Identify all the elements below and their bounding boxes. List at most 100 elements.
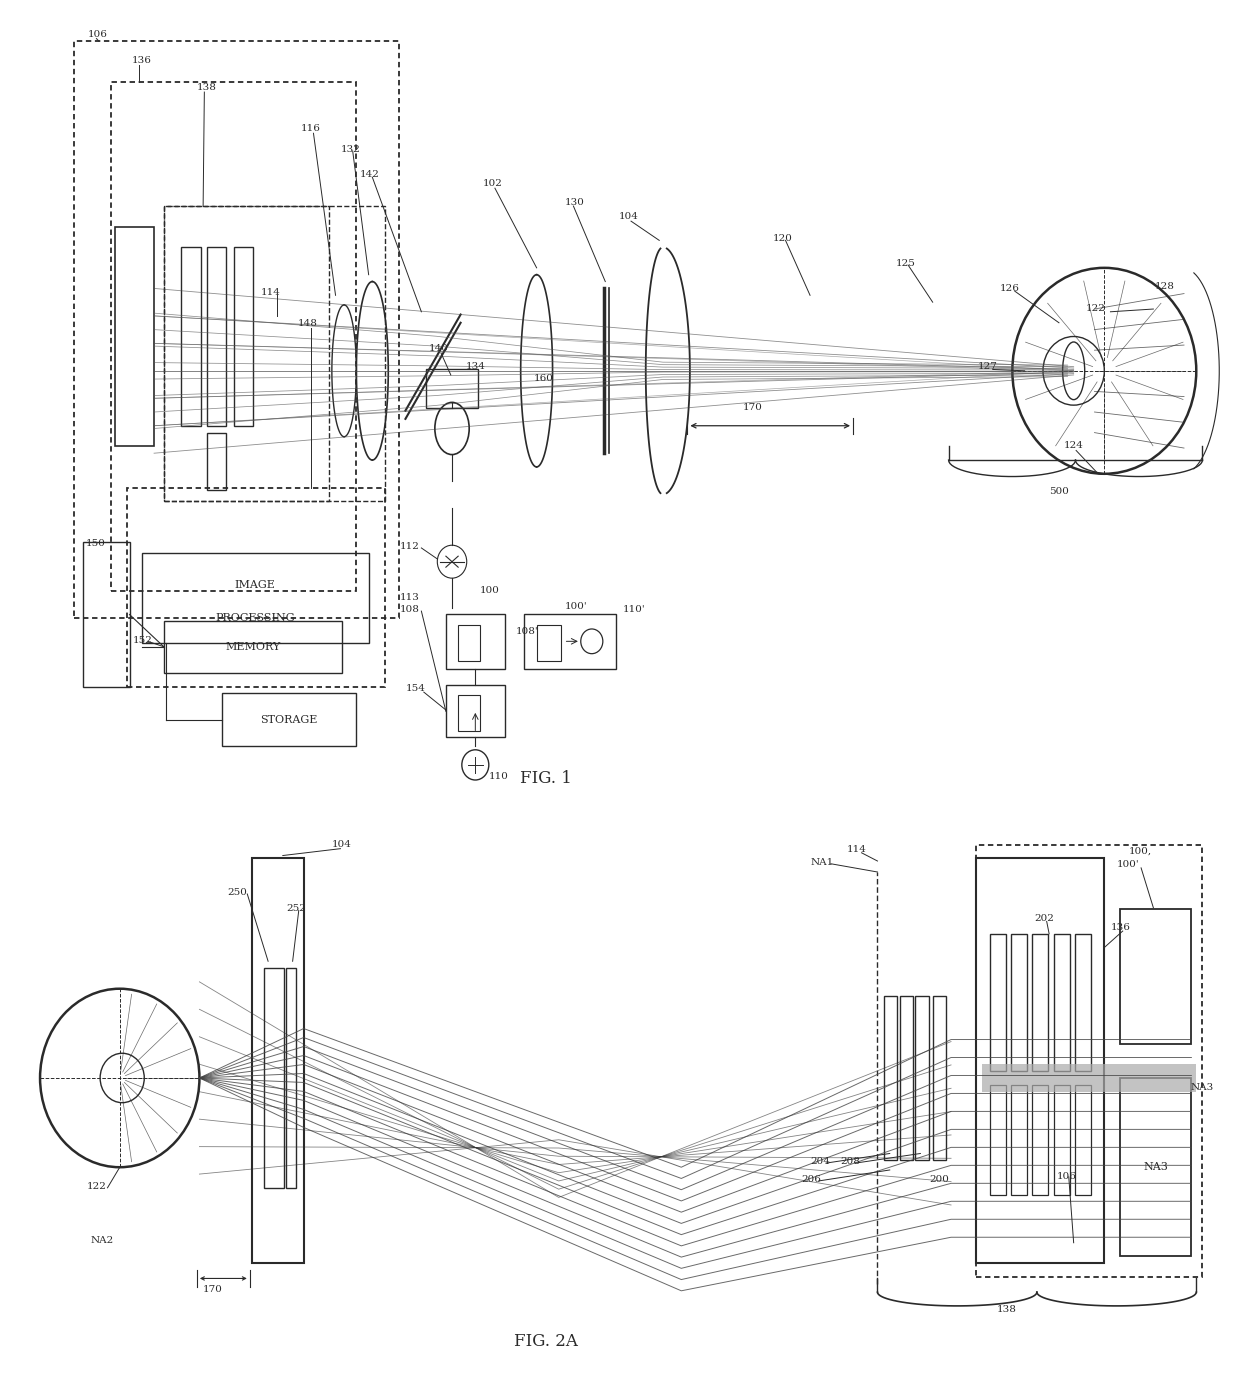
- Text: 148: 148: [298, 319, 317, 329]
- Text: MEMORY: MEMORY: [226, 642, 280, 652]
- Bar: [164, 207, 330, 501]
- Bar: [112, 82, 356, 591]
- Text: 138: 138: [996, 1305, 1016, 1313]
- Bar: [1011, 1085, 1027, 1194]
- Bar: [83, 542, 129, 687]
- Text: 252: 252: [286, 904, 306, 913]
- Bar: [976, 859, 1105, 1264]
- Text: 104: 104: [332, 839, 352, 849]
- Text: 200: 200: [929, 1175, 949, 1183]
- Bar: [537, 626, 562, 660]
- Bar: [1120, 1078, 1192, 1257]
- Bar: [128, 488, 384, 687]
- Bar: [1032, 1085, 1048, 1194]
- Text: IMAGE: IMAGE: [234, 580, 275, 589]
- Text: 170: 170: [203, 1284, 223, 1294]
- Bar: [458, 695, 480, 731]
- Text: NA2: NA2: [91, 1236, 114, 1246]
- Bar: [446, 685, 505, 738]
- Text: 130: 130: [565, 198, 585, 208]
- Bar: [164, 621, 342, 673]
- Text: 120: 120: [774, 234, 794, 243]
- Text: 138: 138: [197, 83, 217, 92]
- Text: 150: 150: [86, 540, 105, 548]
- Text: 114: 114: [847, 845, 867, 854]
- Text: 206: 206: [801, 1175, 821, 1183]
- Text: 100,: 100,: [1128, 846, 1152, 856]
- Text: 124: 124: [1064, 441, 1084, 451]
- Bar: [1011, 933, 1027, 1071]
- Bar: [115, 226, 154, 447]
- Text: 108': 108': [516, 627, 538, 635]
- Text: 170: 170: [743, 404, 763, 412]
- Text: 122: 122: [1086, 304, 1106, 313]
- Bar: [884, 996, 897, 1161]
- Text: 500: 500: [1049, 487, 1069, 495]
- Text: FIG. 2A: FIG. 2A: [515, 1333, 578, 1350]
- Text: 108: 108: [401, 605, 420, 614]
- Bar: [207, 247, 227, 426]
- Bar: [286, 968, 296, 1187]
- Bar: [525, 614, 616, 669]
- Text: 114: 114: [260, 287, 280, 297]
- Bar: [982, 1064, 1197, 1092]
- Bar: [141, 553, 368, 642]
- Text: 100': 100': [1116, 860, 1140, 870]
- Text: 100: 100: [480, 585, 500, 595]
- Text: 152: 152: [133, 637, 153, 645]
- Text: 126: 126: [1001, 283, 1021, 293]
- Bar: [164, 207, 384, 501]
- Text: 104: 104: [619, 212, 639, 221]
- Text: 102: 102: [482, 179, 502, 189]
- Bar: [446, 614, 505, 669]
- Text: 110: 110: [489, 773, 508, 781]
- Text: 122: 122: [87, 1182, 107, 1190]
- Bar: [74, 42, 399, 619]
- Bar: [1075, 933, 1091, 1071]
- Bar: [1054, 933, 1070, 1071]
- Bar: [264, 968, 284, 1187]
- Bar: [427, 369, 477, 408]
- Text: 110': 110': [622, 605, 645, 614]
- Text: 112: 112: [401, 542, 420, 551]
- Bar: [234, 247, 253, 426]
- Bar: [899, 996, 913, 1161]
- Text: NA3: NA3: [1143, 1162, 1168, 1172]
- Text: 250: 250: [228, 888, 248, 897]
- Text: 128: 128: [1154, 282, 1174, 291]
- Text: 113: 113: [401, 592, 420, 602]
- Text: 106: 106: [1056, 1172, 1076, 1180]
- Text: 106: 106: [88, 29, 108, 39]
- Bar: [207, 433, 227, 490]
- Bar: [222, 694, 356, 746]
- Bar: [915, 996, 929, 1161]
- Bar: [1054, 1085, 1070, 1194]
- Text: 100': 100': [565, 602, 588, 612]
- Text: 136: 136: [131, 55, 151, 65]
- Text: 208: 208: [841, 1157, 861, 1166]
- Bar: [991, 933, 1006, 1071]
- Text: PROCESSING: PROCESSING: [216, 613, 295, 623]
- Text: 132: 132: [341, 144, 361, 154]
- Bar: [976, 845, 1203, 1277]
- Text: 127: 127: [978, 362, 998, 370]
- Text: 160: 160: [534, 374, 554, 383]
- Bar: [1120, 908, 1192, 1043]
- Text: 204: 204: [810, 1157, 830, 1166]
- Bar: [991, 1085, 1006, 1194]
- Text: NA1: NA1: [810, 857, 833, 867]
- Text: FIG. 1: FIG. 1: [521, 770, 573, 786]
- Text: 154: 154: [405, 685, 425, 694]
- Text: 202: 202: [1034, 914, 1054, 922]
- Text: NA3: NA3: [1190, 1083, 1214, 1092]
- Bar: [1032, 933, 1048, 1071]
- Bar: [181, 247, 201, 426]
- Text: 134: 134: [465, 362, 485, 370]
- Text: 125: 125: [895, 259, 916, 268]
- Bar: [458, 626, 480, 660]
- Bar: [932, 996, 946, 1161]
- Bar: [252, 859, 304, 1264]
- Text: 140: 140: [429, 344, 449, 352]
- Bar: [1075, 1085, 1091, 1194]
- Text: STORAGE: STORAGE: [260, 714, 317, 724]
